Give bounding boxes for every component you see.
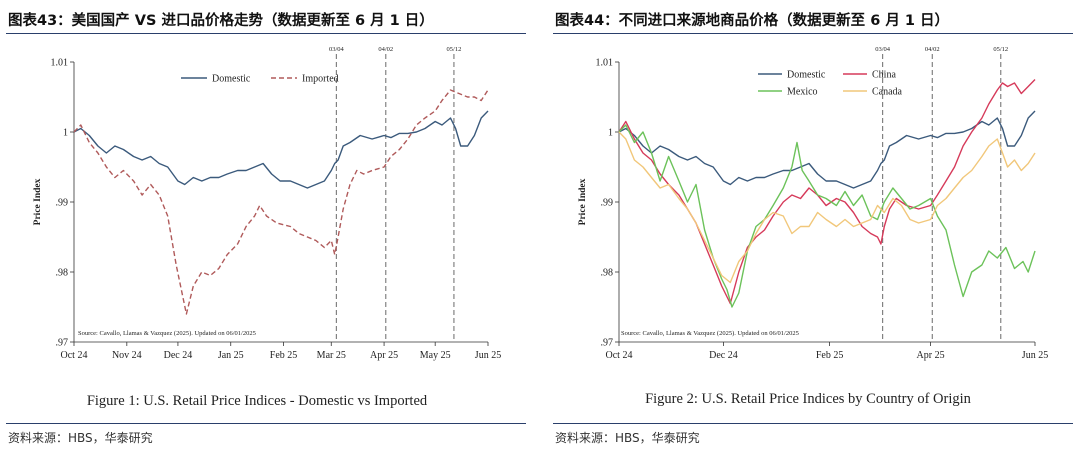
left-source: 资料来源：HBS，华泰研究 bbox=[8, 431, 153, 445]
x-tick-label: Mar 25 bbox=[317, 350, 346, 361]
x-tick-label: Oct 24 bbox=[606, 350, 633, 361]
right-chart-source-note: Source: Cavallo, Llamas & Vazquez (2025)… bbox=[621, 330, 799, 337]
right-figure-caption: Figure 2: U.S. Retail Price Indices by C… bbox=[645, 391, 972, 407]
left-chart-frame bbox=[20, 46, 510, 417]
x-tick-label: Feb 25 bbox=[270, 350, 298, 361]
x-tick-label: Feb 25 bbox=[816, 350, 844, 361]
event-label: 04/02 bbox=[925, 46, 940, 53]
y-tick-label: .99 bbox=[56, 198, 69, 209]
x-tick-label: Jan 25 bbox=[218, 350, 244, 361]
legend-label-mexico: Mexico bbox=[787, 87, 818, 98]
x-tick-label: Apr 25 bbox=[917, 350, 945, 361]
event-label: 03/04 bbox=[875, 46, 891, 53]
x-tick-label: Dec 24 bbox=[709, 350, 738, 361]
y-tick-label: .98 bbox=[601, 268, 614, 279]
x-tick-label: Apr 25 bbox=[370, 350, 398, 361]
legend-label-china: China bbox=[872, 70, 896, 81]
y-tick-label: 1.01 bbox=[596, 58, 614, 69]
event-label: 05/12 bbox=[993, 46, 1008, 53]
left-bottom-rule bbox=[6, 423, 526, 424]
right-chart: Source: Cavallo, Llamas & Vazquez (2025)… bbox=[567, 46, 1057, 417]
event-label: 03/04 bbox=[329, 46, 345, 53]
left-chart-source-note: Source: Cavallo, Llamas & Vazquez (2025)… bbox=[78, 330, 256, 337]
right-chart-frame bbox=[567, 46, 1057, 417]
right-top-rule bbox=[553, 33, 1073, 34]
left-exhibit-title: 图表43：美国国产 VS 进口品价格走势（数据更新至 6 月 1 日） bbox=[8, 13, 434, 29]
y-tick-label: .99 bbox=[601, 198, 614, 209]
left-chart: Source: Cavallo, Llamas & Vazquez (2025)… bbox=[20, 46, 510, 417]
legend-label-domestic: Domestic bbox=[212, 74, 251, 85]
y-tick-label: .98 bbox=[56, 268, 69, 279]
event-label: 04/02 bbox=[378, 46, 393, 53]
series-line-imported bbox=[73, 89, 489, 315]
right-bottom-rule bbox=[553, 423, 1073, 424]
y-axis-label: Price Index bbox=[578, 178, 588, 225]
x-tick-label: May 25 bbox=[420, 350, 451, 361]
series-line-mexico bbox=[618, 124, 1036, 308]
event-label: 05/12 bbox=[447, 46, 462, 53]
y-tick-label: .97 bbox=[56, 338, 69, 349]
legend-label-imported: Imported bbox=[302, 74, 339, 85]
x-tick-label: Oct 24 bbox=[61, 350, 88, 361]
y-tick-label: 1 bbox=[608, 128, 613, 139]
x-tick-label: Nov 24 bbox=[112, 350, 142, 361]
y-axis-label: Price Index bbox=[33, 178, 43, 225]
legend-label-domestic: Domestic bbox=[787, 70, 826, 81]
y-tick-label: 1.01 bbox=[51, 58, 69, 69]
right-source: 资料来源：HBS，华泰研究 bbox=[555, 431, 700, 445]
left-top-rule bbox=[6, 33, 526, 34]
left-panel: 图表43：美国国产 VS 进口品价格走势（数据更新至 6 月 1 日） Sour… bbox=[6, 0, 531, 453]
series-line-domestic bbox=[73, 110, 489, 189]
x-tick-label: Jun 25 bbox=[1022, 350, 1048, 361]
series-line-canada bbox=[618, 131, 1036, 284]
right-panel: 图表44：不同进口来源地商品价格（数据更新至 6 月 1 日） Source: … bbox=[553, 0, 1078, 453]
x-tick-label: Dec 24 bbox=[164, 350, 193, 361]
y-tick-label: .97 bbox=[601, 338, 614, 349]
y-tick-label: 1 bbox=[63, 128, 68, 139]
x-tick-label: Jun 25 bbox=[475, 350, 501, 361]
right-exhibit-title: 图表44：不同进口来源地商品价格（数据更新至 6 月 1 日） bbox=[555, 13, 950, 29]
left-figure-caption: Figure 1: U.S. Retail Price Indices - Do… bbox=[87, 393, 428, 409]
legend-label-canada: Canada bbox=[872, 87, 903, 98]
